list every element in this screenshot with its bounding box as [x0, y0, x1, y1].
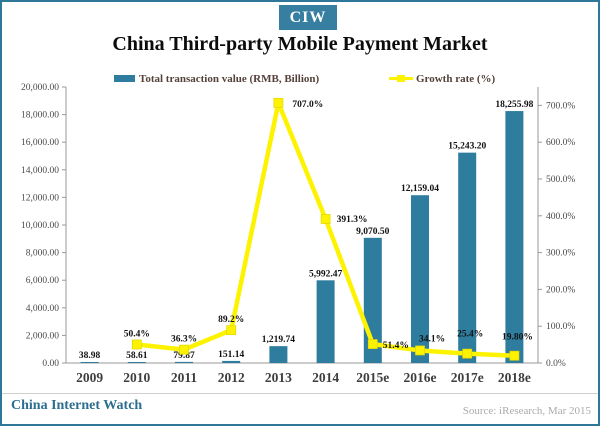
x-axis-label: 2015e	[356, 370, 389, 385]
growth-rate-marker	[462, 348, 473, 359]
source-credit: Source: iResearch, Mar 2015	[462, 405, 591, 417]
x-axis-label: 2018e	[498, 370, 531, 385]
footer-divider	[2, 393, 598, 394]
right-axis-tick-label: 200.0%	[546, 285, 575, 295]
legend-label: Total transaction value (RMB, Billion)	[139, 72, 320, 85]
left-axis-tick-label: 6,000.00	[26, 276, 60, 286]
right-axis-tick-label: 700.0%	[546, 101, 575, 111]
growth-rate-label: 36.3%	[171, 335, 197, 345]
bar-value-label: 38.98	[79, 351, 101, 361]
bar-value-label: 12,159.04	[401, 184, 439, 194]
bar-value-label: 5,992.47	[309, 269, 343, 279]
growth-rate-label: 50.4%	[124, 329, 150, 339]
growth-rate-marker	[226, 325, 237, 336]
right-axis-tick-label: 0.0%	[546, 359, 566, 369]
bar	[127, 362, 146, 363]
bar	[316, 280, 335, 363]
left-axis-tick-label: 20,000.00	[21, 83, 59, 93]
right-axis-tick-label: 400.0%	[546, 212, 575, 222]
x-axis-label: 2012	[218, 370, 245, 385]
left-axis-tick-label: 0.00	[42, 359, 59, 369]
line-swatch-marker	[397, 75, 405, 82]
right-axis-tick-label: 100.0%	[546, 322, 575, 332]
x-axis-label: 2010	[123, 370, 150, 385]
bar	[222, 360, 241, 363]
bar	[80, 362, 99, 363]
right-axis-tick-label: 300.0%	[546, 249, 575, 259]
line-series-swatch	[389, 74, 413, 83]
growth-rate-marker	[179, 344, 189, 355]
bar-value-label: 15,243.20	[448, 142, 486, 152]
left-axis-tick-label: 10,000.00	[21, 221, 59, 231]
x-axis-label: 2017e	[451, 370, 484, 385]
x-axis-label: 2013	[265, 370, 292, 385]
growth-rate-label: 34.1%	[419, 334, 445, 344]
left-axis-tick-label: 14,000.00	[21, 166, 59, 176]
growth-rate-marker	[273, 97, 284, 108]
bar-value-label: 79.87	[173, 351, 195, 361]
growth-rate-label: 25.4%	[457, 330, 483, 340]
bar	[269, 346, 288, 363]
growth-rate-marker	[367, 339, 378, 349]
bar	[458, 152, 477, 363]
right-axis-tick-label: 500.0%	[546, 175, 575, 185]
growth-rate-marker	[509, 350, 520, 361]
growth-rate-label: 707.0%	[292, 100, 323, 110]
left-axis-tick-label: 12,000.00	[21, 193, 59, 203]
left-axis-tick-label: 2,000.00	[26, 331, 60, 341]
bar	[411, 195, 429, 363]
x-axis-label: 2011	[171, 370, 198, 385]
left-axis-tick-label: 8,000.00	[26, 249, 60, 259]
growth-rate-marker	[320, 214, 331, 224]
growth-rate-label: 19.80%	[502, 333, 533, 343]
legend-item-growth-rate: Growth rate (%)	[389, 71, 495, 86]
bar-value-label: 18,255.98	[495, 100, 533, 110]
bar-value-label: 58.61	[126, 351, 148, 361]
bar-value-label: 151.14	[218, 350, 244, 360]
bar-value-label: 9,070.50	[356, 227, 390, 237]
bar	[175, 361, 193, 363]
legend-label: Growth rate (%)	[416, 72, 496, 85]
growth-rate-marker	[415, 345, 425, 356]
ciw-logo-badge: CIW	[279, 5, 337, 30]
bar-series-swatch	[114, 75, 135, 82]
brand-watermark: China Internet Watch	[11, 398, 143, 413]
bar-value-label: 1,219.74	[262, 335, 296, 345]
x-axis-label: 2016e	[404, 370, 437, 385]
left-axis-tick-label: 16,000.00	[21, 138, 59, 148]
growth-rate-label: 51.4%	[383, 341, 409, 351]
left-axis-tick-label: 18,000.00	[21, 111, 59, 121]
x-axis-label: 2014	[312, 370, 339, 385]
right-axis-tick-label: 600.0%	[546, 138, 575, 148]
bar	[505, 111, 524, 363]
x-axis-label: 2009	[76, 370, 103, 385]
growth-rate-label: 89.2%	[218, 315, 244, 325]
left-axis-tick-label: 4,000.00	[26, 304, 60, 314]
legend-item-transaction-value: Total transaction value (RMB, Billion)	[114, 71, 319, 86]
growth-rate-label: 391.3%	[337, 215, 368, 225]
chart-title: China Third-party Mobile Payment Market	[112, 33, 488, 55]
growth-rate-marker	[131, 339, 142, 350]
